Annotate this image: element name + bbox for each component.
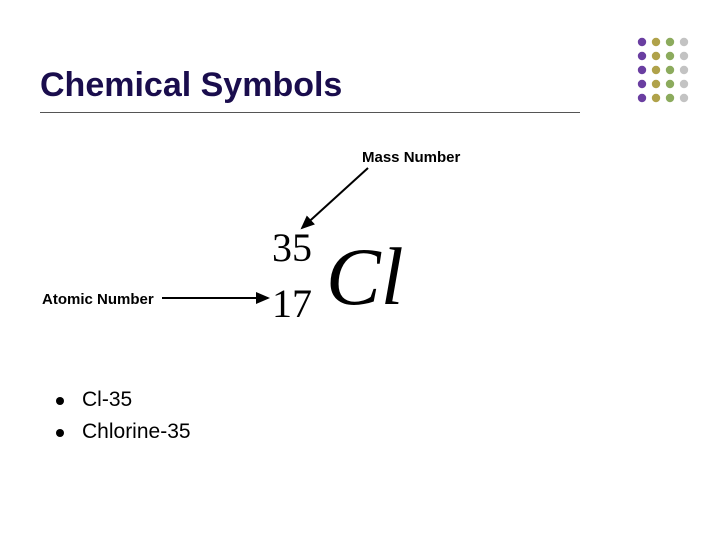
bullet-item: Cl-35 <box>56 388 191 412</box>
arrow-mass <box>302 168 368 228</box>
symbol-atomic-number: 17 <box>272 280 312 327</box>
symbol-element: Cl <box>326 230 403 324</box>
slide-title: Chemical Symbols <box>40 66 342 105</box>
atomic-number-label: Atomic Number <box>42 291 154 308</box>
bullet-list: Cl-35 Chlorine-35 <box>56 388 191 452</box>
title-divider <box>40 112 580 113</box>
mass-number-label: Mass Number <box>362 149 460 166</box>
bullet-item: Chlorine-35 <box>56 420 191 444</box>
symbol-mass-number: 35 <box>272 224 312 271</box>
decorative-dots <box>636 36 700 119</box>
